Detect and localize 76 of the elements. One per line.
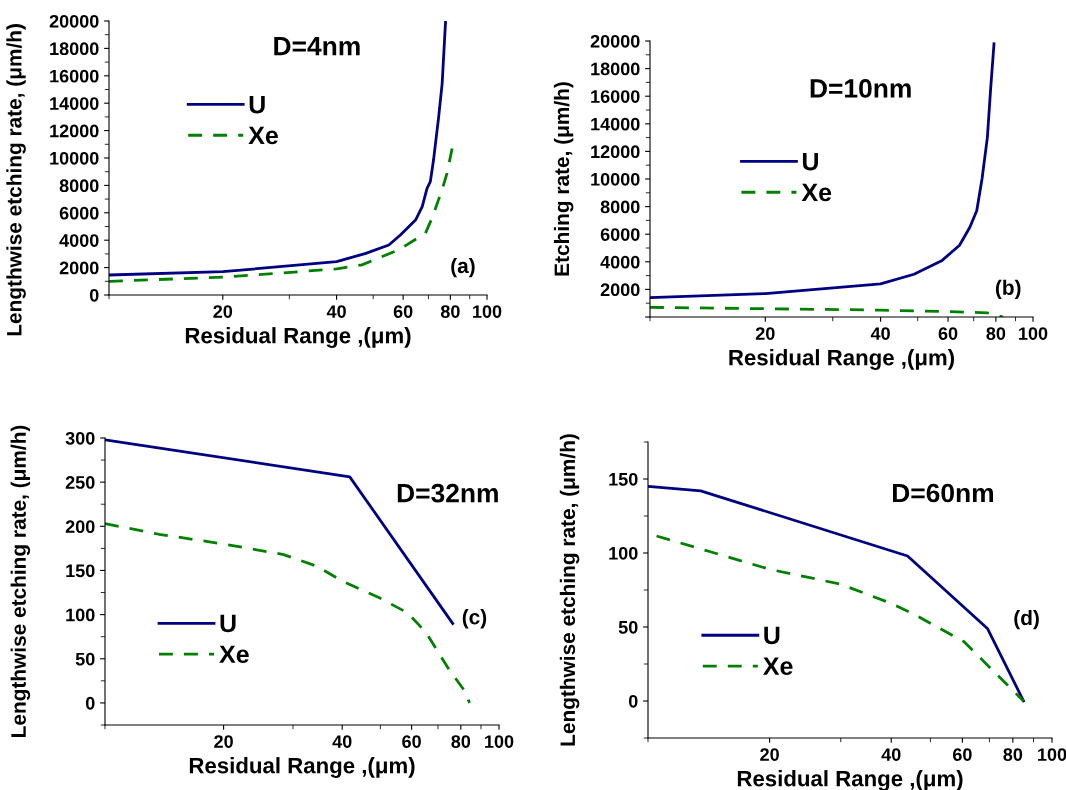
x-tick-label: 80 — [1003, 748, 1023, 761]
legend-label: Xe — [219, 645, 249, 664]
y-tick-label: 20000 — [49, 14, 99, 28]
x-tick-label: 40 — [326, 305, 346, 318]
y-tick-label: 10000 — [50, 151, 99, 165]
y-tick-label: 16000 — [50, 69, 99, 83]
y-axis-title: Lengthwise etching rate, (μm/h) — [6, 24, 26, 336]
y-tick-label: 12000 — [50, 124, 99, 138]
x-tick-label: 80 — [986, 327, 1006, 340]
y-tick-label: 300 — [65, 431, 95, 445]
x-tick-label: 40 — [881, 748, 901, 761]
x-axis-title: Residual Range ,(μm) — [737, 770, 963, 790]
y-tick-label: 8000 — [600, 200, 640, 214]
y-axis-title: Lengthwise etching rate, (μm/h) — [10, 425, 31, 737]
text: D=60nm — [892, 483, 993, 503]
y-tick-label: 6000 — [600, 228, 640, 241]
y-tick-label: 12000 — [591, 145, 640, 159]
legend-label: U — [249, 96, 265, 114]
y-tick-label: 18000 — [591, 62, 640, 76]
legend-label: Xe — [763, 657, 793, 676]
x-tick-label: 60 — [952, 748, 972, 761]
y-tick-label: 2000 — [59, 261, 99, 275]
annotation: (b) — [995, 279, 1021, 300]
legend-label: U — [220, 614, 236, 633]
y-tick-label: 250 — [65, 476, 95, 489]
y-tick-label: 16000 — [591, 90, 640, 103]
legend-label: Xe — [801, 183, 832, 202]
y-tick-label: 4000 — [59, 234, 99, 247]
y-tick-label: 100 — [66, 608, 95, 622]
annotation: (d) — [1014, 609, 1039, 630]
y-tick-label: 200 — [65, 520, 95, 534]
legend-label: U — [764, 626, 780, 645]
x-tick-label: 100 — [473, 305, 502, 318]
x-axis-title: Residual Range ,(μm) — [729, 349, 955, 370]
legend-label: Xe — [248, 126, 278, 145]
y-tick-label: 50 — [75, 652, 95, 666]
x-tick-label: 60 — [393, 305, 413, 318]
x-tick-label: 60 — [402, 735, 421, 748]
annotation: (c) — [462, 609, 487, 629]
y-tick-label: 4000 — [600, 255, 640, 269]
x-tick-label: 100 — [1038, 748, 1066, 761]
x-tick-label: 20 — [214, 735, 233, 748]
y-axis-title: Lengthwise etching rate, (μm/h) — [559, 434, 580, 746]
y-tick-label: 18000 — [50, 42, 99, 56]
y-tick-label: 50 — [618, 620, 638, 634]
annotation: (a) — [451, 257, 475, 278]
y-tick-label: 0 — [85, 696, 95, 710]
y-tick-label: 8000 — [59, 179, 99, 193]
text: D=10nm — [810, 79, 911, 98]
x-tick-label: 100 — [485, 735, 514, 748]
x-tick-label: 80 — [440, 305, 460, 318]
x-tick-label: 20 — [213, 305, 233, 318]
x-axis-title: Residual Range ,(μm) — [189, 757, 415, 778]
x-tick-label: 60 — [938, 327, 958, 340]
x-tick-label: 20 — [760, 748, 779, 761]
y-tick-label: 150 — [609, 472, 638, 486]
chart-title: D=4nm — [274, 37, 360, 56]
text: D=32nm — [397, 483, 498, 503]
y-tick-label: 2000 — [600, 283, 640, 297]
y-tick-label: 0 — [628, 694, 638, 708]
y-tick-label: 150 — [66, 564, 95, 578]
y-tick-label: 0 — [89, 288, 99, 302]
y-tick-label: 10000 — [591, 172, 640, 186]
y-tick-label: 6000 — [59, 206, 99, 220]
x-tick-label: 40 — [332, 735, 352, 748]
x-tick-label: 100 — [1019, 327, 1048, 340]
x-tick-label: 20 — [755, 327, 775, 340]
x-axis-title: Residual Range ,(μm) — [185, 327, 411, 348]
y-axis-title: Etching rate, (μm/h) — [553, 82, 574, 276]
y-tick-label: 14000 — [50, 97, 99, 110]
y-tick-label: 20000 — [590, 34, 640, 48]
x-tick-label: 80 — [451, 735, 471, 748]
x-tick-label: 40 — [870, 327, 890, 340]
legend-label: U — [802, 152, 818, 171]
y-tick-label: 100 — [609, 546, 638, 560]
y-tick-label: 14000 — [591, 117, 640, 131]
